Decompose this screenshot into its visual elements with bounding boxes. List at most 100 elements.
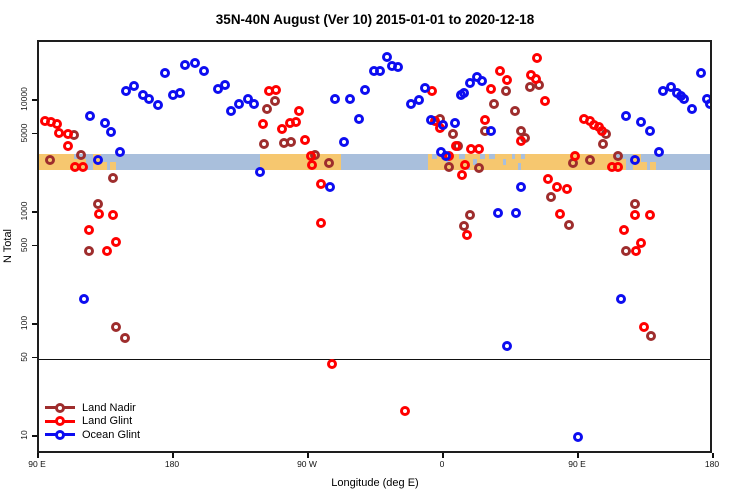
land_nadir-marker-icon	[45, 402, 75, 413]
data-point-ocean-glint	[92, 154, 103, 165]
data-point-land-glint	[83, 225, 94, 236]
data-point-ocean-glint	[152, 100, 163, 111]
strip-sea-patch	[472, 158, 477, 165]
data-point-land-nadir	[464, 210, 475, 221]
data-point-ocean-glint	[485, 125, 496, 136]
data-point-land-nadir	[500, 85, 511, 96]
data-point-land-glint	[257, 119, 268, 130]
data-point-land-glint	[619, 225, 629, 236]
y-tick	[32, 356, 37, 359]
x-tick	[307, 453, 309, 458]
data-point-ocean-glint	[374, 66, 385, 77]
x-tick	[712, 453, 714, 458]
strip-sea-patch	[432, 153, 437, 159]
y-tick-label: 1000	[19, 201, 29, 221]
x-tick-label: 0	[439, 459, 445, 469]
data-point-ocean-glint	[248, 99, 259, 109]
legend-label: Ocean Glint	[82, 428, 141, 441]
data-point-ocean-glint	[419, 82, 430, 93]
data-point-ocean-glint	[515, 182, 526, 193]
data-point-land-nadir	[509, 105, 520, 116]
data-point-land-glint	[293, 106, 304, 117]
x-tick	[37, 453, 39, 458]
data-point-land-nadir	[269, 96, 280, 106]
legend: Land Nadir Land Glint Ocean Glint	[45, 401, 140, 442]
data-point-ocean-glint	[233, 99, 244, 109]
data-point-land-glint	[316, 179, 326, 190]
data-point-land-glint	[460, 160, 470, 171]
data-point-ocean-glint	[382, 52, 392, 63]
strip-sea-patch	[480, 153, 485, 159]
legend-label: Land Glint	[82, 415, 133, 428]
y-tick-label: 10	[19, 430, 29, 440]
strip-sea-patch	[459, 153, 465, 159]
data-point-land-glint	[316, 218, 326, 229]
data-point-land-glint	[596, 125, 607, 136]
data-point-ocean-glint	[493, 208, 503, 218]
data-point-land-nadir	[92, 199, 103, 210]
data-point-land-glint	[53, 127, 64, 138]
data-point-land-glint	[539, 96, 550, 106]
data-point-land-glint	[569, 151, 580, 162]
y-tick	[32, 132, 37, 135]
strip-sea-patch	[511, 153, 515, 159]
data-point-land-nadir	[488, 99, 499, 109]
data-point-ocean-glint	[425, 114, 436, 125]
data-point-land-glint	[502, 74, 512, 85]
legend-ring-icon	[55, 402, 65, 413]
data-point-land-glint	[457, 169, 467, 180]
data-point-land-glint	[299, 134, 310, 145]
data-point-ocean-glint	[179, 59, 190, 70]
data-point-ocean-glint	[79, 294, 89, 305]
strip-sea-patch	[520, 153, 525, 159]
land_glint-marker-icon	[45, 416, 75, 427]
x-axis-title: Longitude (deg E)	[331, 477, 419, 489]
strip-sea-patch	[489, 153, 495, 159]
legend-item-land_glint: Land Glint	[45, 415, 140, 429]
data-point-land-glint	[62, 128, 73, 139]
data-point-ocean-glint	[115, 147, 125, 158]
data-point-ocean-glint	[458, 87, 469, 98]
data-point-land-nadir	[473, 163, 484, 174]
data-point-land-nadir	[598, 139, 608, 150]
data-point-land-glint	[110, 237, 121, 248]
data-point-ocean-glint	[620, 110, 631, 121]
data-point-ocean-glint	[190, 57, 200, 68]
data-point-ocean-glint	[665, 81, 676, 92]
data-point-land-glint	[485, 83, 496, 94]
y-tick-label: 100	[19, 315, 29, 331]
y-tick-label: 500	[19, 237, 29, 252]
x-tick-label: 180	[164, 459, 180, 469]
data-point-land-nadir	[323, 157, 334, 168]
data-point-land-glint	[542, 174, 553, 185]
data-point-ocean-glint	[704, 99, 710, 109]
data-point-land-nadir	[286, 137, 296, 148]
y-tick	[32, 211, 37, 213]
data-point-ocean-glint	[199, 65, 209, 76]
data-point-land-glint	[644, 210, 655, 221]
data-point-land-nadir	[646, 331, 656, 342]
strip-land-segment	[640, 161, 647, 170]
data-point-ocean-glint	[128, 81, 139, 92]
data-point-land-nadir	[44, 154, 55, 165]
y-axis-title: N Total	[2, 228, 14, 264]
data-point-land-glint	[326, 358, 337, 369]
data-point-land-glint	[613, 161, 623, 172]
y-tick-label: 5000	[19, 123, 29, 143]
strip-sea-patch	[502, 158, 506, 165]
data-point-land-nadir	[613, 151, 623, 162]
data-point-land-glint	[562, 183, 572, 194]
data-point-land-nadir	[545, 191, 556, 202]
y-tick-label: 10000	[19, 87, 29, 111]
data-point-ocean-glint	[635, 116, 646, 127]
chart-title: 35N-40N August (Ver 10) 2015-01-01 to 20…	[215, 12, 535, 27]
y-tick	[32, 99, 37, 101]
data-point-ocean-glint	[695, 67, 706, 78]
x-tick-label: 180	[704, 459, 720, 469]
data-point-land-nadir	[107, 173, 118, 184]
strip-sea-patch	[445, 158, 450, 165]
data-point-ocean-glint	[653, 147, 664, 158]
data-point-ocean-glint	[254, 167, 265, 178]
data-point-land-nadir	[262, 104, 272, 115]
